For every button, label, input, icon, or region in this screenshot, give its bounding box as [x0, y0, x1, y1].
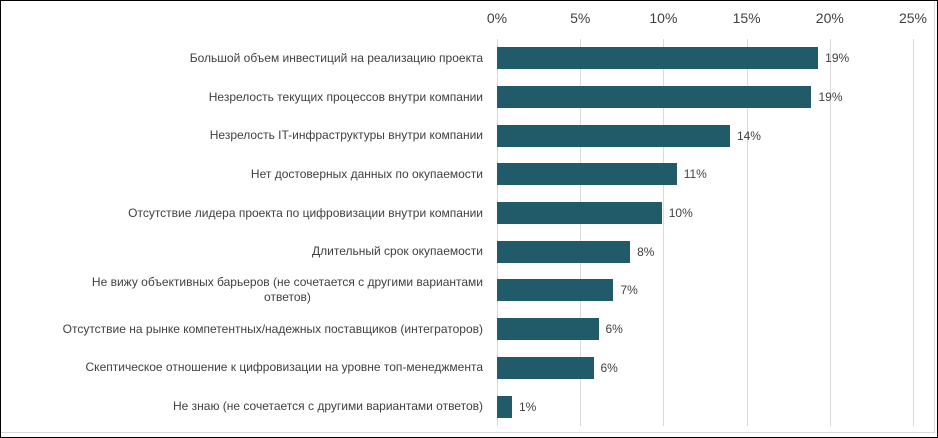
bar — [497, 395, 512, 418]
bar — [497, 86, 812, 109]
bar-row: 6% — [497, 349, 913, 388]
gridline — [497, 39, 498, 426]
category-label-line: ответов) — [264, 290, 311, 305]
category-label-line: Длительный срок окупаемости — [312, 244, 483, 259]
bar-row: 10% — [497, 194, 913, 233]
category-label-line: Незрелость текущих процессов внутри комп… — [208, 89, 483, 104]
bar-value-label: 14% — [736, 128, 761, 143]
gridline — [746, 39, 748, 426]
bar-row: 6% — [497, 310, 913, 349]
bar-value-label: 19% — [818, 90, 843, 105]
gridline — [663, 39, 665, 426]
category-label: Длительный срок окупаемости — [312, 244, 483, 259]
bar-value-label: 19% — [825, 51, 850, 66]
bar-value-label: 7% — [620, 283, 638, 298]
bar — [497, 124, 730, 147]
bar — [497, 240, 631, 263]
axis-tick-label: 15% — [732, 10, 761, 26]
gridline — [829, 39, 831, 426]
category-label-line: Скептическое отношение к цифровизации на… — [85, 360, 483, 375]
bar-value-label: 6% — [600, 360, 618, 375]
category-label-row: Не вижу объективных барьеров (не сочетае… — [1, 271, 490, 310]
bar-row: 1% — [497, 387, 913, 426]
category-label-row: Незрелость текущих процессов внутри комп… — [1, 78, 490, 117]
category-label-row: Большой объем инвестиций на реализацию п… — [1, 39, 490, 78]
bar-value-label: 1% — [518, 399, 537, 414]
bar — [497, 356, 594, 379]
bar-value-label: 8% — [637, 244, 655, 259]
category-label: Отсутствие на рынке компетентных/надежны… — [63, 322, 483, 337]
category-label: Нет достоверных данных по окупаемости — [251, 167, 483, 182]
bar-rows: 19% 19% 14% 11% 10% 8% 7% 6% 6% 1% — [497, 39, 913, 426]
category-label-row: Не знаю (не сочетается с другими вариант… — [1, 387, 490, 426]
category-label-line: Незрелость IT-инфраструктуры внутри комп… — [209, 128, 483, 143]
bar-value-label: 6% — [605, 322, 623, 337]
category-label-row: Длительный срок окупаемости — [1, 232, 490, 271]
bar — [497, 47, 819, 70]
axis-tick-label: 20% — [815, 10, 844, 26]
category-label: Скептическое отношение к цифровизации на… — [86, 360, 483, 375]
category-axis: Большой объем инвестиций на реализацию п… — [1, 39, 490, 426]
bar-row: 8% — [497, 232, 913, 271]
category-label: Большой объем инвестиций на реализацию п… — [190, 51, 483, 66]
category-label-line: Не знаю (не сочетается с другими вариант… — [172, 399, 483, 414]
plot-area: 19% 19% 14% 11% 10% 8% 7% 6% 6% 1% — [497, 39, 914, 426]
category-label-row: Нет достоверных данных по окупаемости — [1, 155, 490, 194]
category-label: Незрелость текущих процессов внутри комп… — [209, 90, 483, 105]
bar-value-label: 10% — [668, 206, 693, 221]
category-label-row: Незрелость IT-инфраструктуры внутри комп… — [1, 116, 490, 155]
gridline — [913, 39, 914, 426]
category-label: Не вижу объективных барьеров (не сочетае… — [92, 275, 483, 305]
bar-row: 19% — [497, 39, 913, 78]
category-label: Незрелость IT-инфраструктуры внутри комп… — [210, 128, 483, 143]
category-label-line: Нет достоверных данных по окупаемости — [250, 166, 483, 181]
value-axis-top: 0% 5% 10% 15% 20% 25% — [487, 1, 927, 37]
axis-tick-label: 25% — [898, 10, 928, 26]
bar-row: 14% — [497, 116, 913, 155]
gridline — [580, 39, 582, 426]
category-label-row: Отсутствие на рынке компетентных/надежны… — [1, 310, 490, 349]
bar — [497, 318, 599, 341]
category-label-line: Отсутствие лидера проекта по цифровизаци… — [128, 205, 483, 220]
bar-row: 11% — [497, 155, 913, 194]
axis-tick-label: 0% — [486, 10, 508, 26]
axis-tick-label: 5% — [570, 10, 591, 26]
bar — [497, 202, 662, 225]
category-label-row: Отсутствие лидера проекта по цифровизаци… — [1, 194, 490, 233]
category-label-row: Скептическое отношение к цифровизации на… — [1, 349, 490, 388]
bar-row: 19% — [497, 78, 913, 117]
bar-row: 7% — [497, 271, 913, 310]
bar-value-label: 11% — [683, 167, 707, 182]
category-label: Не знаю (не сочетается с другими вариант… — [173, 399, 483, 414]
category-label-line: Не вижу объективных барьеров (не сочетае… — [91, 275, 483, 290]
axis-tick-label: 10% — [649, 10, 678, 26]
category-label: Отсутствие лидера проекта по цифровизаци… — [128, 206, 483, 221]
category-label-line: Отсутствие на рынке компетентных/надежны… — [62, 321, 483, 336]
category-label-line: Большой объем инвестиций на реализацию п… — [189, 50, 483, 65]
bar — [497, 279, 614, 302]
bar — [497, 163, 677, 186]
